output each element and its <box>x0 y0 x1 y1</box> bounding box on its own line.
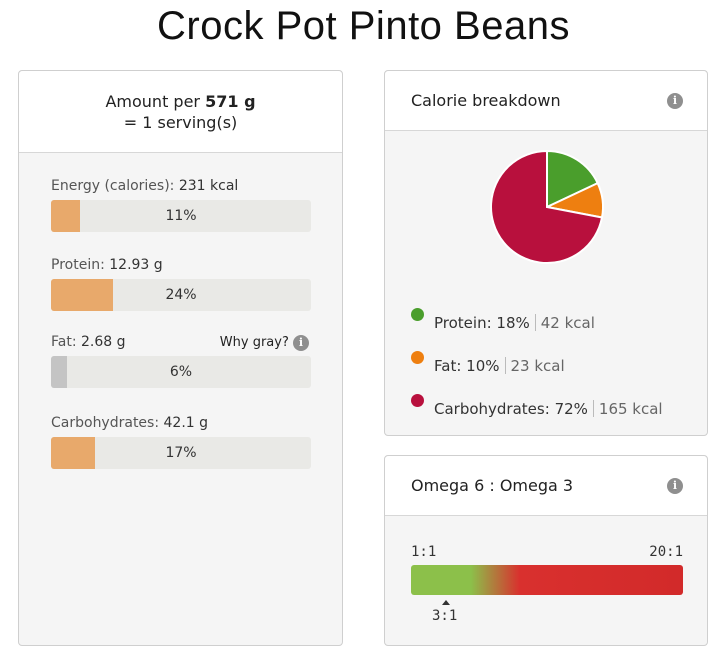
nutrient-percent: 17% <box>165 445 197 461</box>
calorie-pie-chart <box>490 149 604 264</box>
legend-dot <box>411 394 424 407</box>
legend-divider <box>534 314 536 331</box>
why-gray-label: Why gray? <box>219 335 289 350</box>
legend-percent: 18% <box>496 314 530 332</box>
omega-ratio-header: Omega 6 : Omega 3 i <box>385 456 707 516</box>
omega-ratio-card: Omega 6 : Omega 3 i 1:1 20:1 3:1 <box>384 455 708 646</box>
nutrient-percent: 6% <box>169 364 193 380</box>
nutrient-percent: 24% <box>165 287 197 303</box>
omega-ratio-gradient-bar <box>411 565 683 595</box>
legend-kcal: 42 kcal <box>540 314 595 332</box>
page-title: Crock Pot Pinto Beans <box>157 4 570 48</box>
amount-prefix: Amount per <box>105 92 201 111</box>
nutrition-card: Amount per 571 g = 1 serving(s) Energy (… <box>18 70 343 646</box>
nutrient-label: Protein: <box>51 257 105 273</box>
legend-dot <box>411 308 424 321</box>
nutrient-value: 12.93 g <box>109 257 163 273</box>
legend-kcal: 165 kcal <box>598 400 663 418</box>
pie-slice-protein <box>546 149 600 209</box>
calorie-breakdown-title: Calorie breakdown <box>411 91 561 110</box>
legend-kcal: 23 kcal <box>510 357 565 375</box>
nutrient-carbohydrates: Carbohydrates: 42.1 g 17% <box>51 413 311 469</box>
omega-marker-label: 3:1 <box>432 608 458 624</box>
serving-header: Amount per 571 g = 1 serving(s) <box>19 71 342 153</box>
nutrient-energy: Energy (calories): 231 kcal 11% <box>51 176 311 232</box>
legend-divider <box>592 400 594 417</box>
calorie-breakdown-card: Calorie breakdown i Protein: 18% 42 kcal … <box>384 70 708 436</box>
amount-value: 571 g <box>205 92 256 111</box>
servings-text: = 1 serving(s) <box>123 113 238 132</box>
nutrient-bar: 24% <box>51 279 311 311</box>
info-icon[interactable]: i <box>293 334 309 351</box>
legend-name: Carbohydrates: <box>434 400 550 418</box>
nutrient-value: 2.68 g <box>81 334 126 350</box>
nutrient-fat: Fat: 2.68 g Why gray? i 6% <box>51 332 311 388</box>
omega-scale-min: 1:1 <box>411 544 437 560</box>
nutrient-percent: 11% <box>165 208 197 224</box>
nutrient-label: Fat: <box>51 334 77 350</box>
nutrient-label: Energy (calories): <box>51 178 175 194</box>
info-icon[interactable]: i <box>667 478 683 494</box>
legend-dot <box>411 351 424 364</box>
legend-divider <box>504 357 506 374</box>
legend-name: Fat: <box>434 357 462 375</box>
omega-marker-triangle-icon <box>442 600 450 605</box>
legend-percent: 72% <box>554 400 588 418</box>
why-gray-link[interactable]: Why gray? i <box>220 332 309 354</box>
omega-ratio-title: Omega 6 : Omega 3 <box>411 476 574 495</box>
nutrient-bar-fill <box>51 437 96 469</box>
nutrient-bar: 17% <box>51 437 311 469</box>
nutrient-bar-fill <box>51 279 114 311</box>
info-icon[interactable]: i <box>667 93 683 109</box>
calorie-breakdown-header: Calorie breakdown i <box>385 71 707 131</box>
nutrient-label: Carbohydrates: <box>51 415 160 431</box>
pie-slice-carbohydrates <box>490 149 604 264</box>
nutrient-value: 42.1 g <box>163 415 209 431</box>
nutrient-protein: Protein: 12.93 g 24% <box>51 255 311 311</box>
nutrient-value: 231 kcal <box>178 178 239 194</box>
nutrient-bar: 6% <box>51 356 311 388</box>
omega-scale-max: 20:1 <box>649 544 683 560</box>
legend-percent: 10% <box>466 357 500 375</box>
nutrient-bar: 11% <box>51 200 311 232</box>
legend-name: Protein: <box>434 314 492 332</box>
nutrient-bar-fill <box>51 200 80 232</box>
nutrient-bar-fill <box>51 356 67 388</box>
